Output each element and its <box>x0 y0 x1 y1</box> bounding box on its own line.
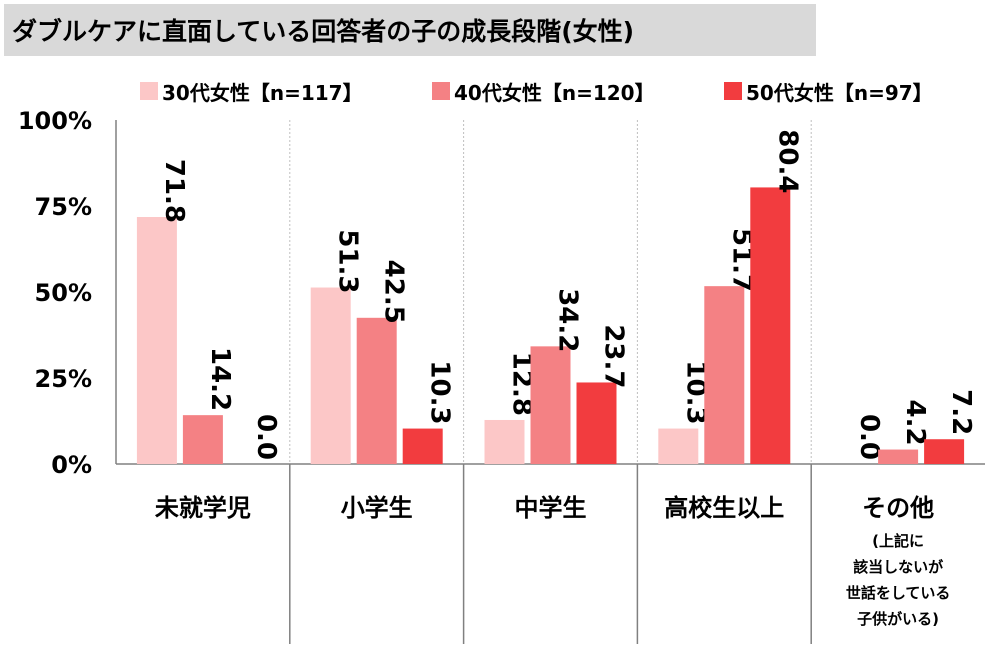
bar <box>576 382 617 464</box>
legend: 30代女性【n=117】 40代女性【n=120】 50代女性【n=97】 <box>140 81 933 105</box>
category-note-line: 子供がいる) <box>857 610 939 628</box>
legend-swatch-3 <box>724 82 742 100</box>
category-label: 中学生 <box>515 494 587 522</box>
y-tick-label: 0% <box>51 451 92 479</box>
title-box: ダブルケアに直面している回答者の子の成長段階(女性) <box>4 4 816 56</box>
data-label: 51.3 <box>333 229 363 293</box>
category-note-line: 世話をしている <box>846 584 951 602</box>
data-label: 80.4 <box>772 129 802 193</box>
bar <box>878 449 919 464</box>
bar <box>402 428 443 464</box>
bar <box>136 217 177 464</box>
bar <box>530 346 571 464</box>
category-note-line: (上記に <box>872 532 924 550</box>
y-tick-label: 25% <box>35 365 92 393</box>
data-label: 10.3 <box>425 360 455 424</box>
legend-swatch-2 <box>432 82 450 100</box>
title-background <box>4 4 816 56</box>
y-tick-label: 75% <box>35 193 92 221</box>
bar <box>484 419 525 464</box>
data-label: 14.2 <box>205 347 235 411</box>
y-tick-label: 100% <box>18 107 92 135</box>
chart-title: ダブルケアに直面している回答者の子の成長段階(女性) <box>12 17 634 46</box>
legend-label-3: 50代女性【n=97】 <box>746 81 933 105</box>
bar <box>750 187 791 464</box>
data-label: 7.2 <box>946 389 976 435</box>
bar <box>658 428 699 464</box>
data-label: 71.8 <box>159 159 189 223</box>
category-label: その他 <box>862 494 934 522</box>
data-label: 42.5 <box>379 260 409 324</box>
data-label: 0.0 <box>251 414 281 460</box>
category-label: 高校生以上 <box>664 494 784 522</box>
category-note-line: 該当しないが <box>853 558 944 576</box>
legend-label-2: 40代女性【n=120】 <box>454 81 655 105</box>
category-label: 未就学児 <box>155 494 251 522</box>
category-label: 小学生 <box>341 494 413 522</box>
plot-area: 0% 25% 50% 75% 100% 71.8 14.2 0.0 未就学児 51.3 42.5 10… <box>18 107 985 644</box>
legend-swatch-1 <box>140 82 158 100</box>
category-note: (上記に該当しないが世話をしている子供がいる) <box>846 532 951 628</box>
legend-label-1: 30代女性【n=117】 <box>162 81 363 105</box>
bar <box>356 317 397 464</box>
data-label: 34.2 <box>553 288 583 352</box>
bar <box>924 439 965 464</box>
bar <box>704 286 745 464</box>
y-tick-label: 50% <box>35 279 92 307</box>
bar <box>182 415 223 464</box>
bar <box>310 287 351 464</box>
data-label: 23.7 <box>599 324 629 388</box>
data-label: 4.2 <box>900 399 930 445</box>
